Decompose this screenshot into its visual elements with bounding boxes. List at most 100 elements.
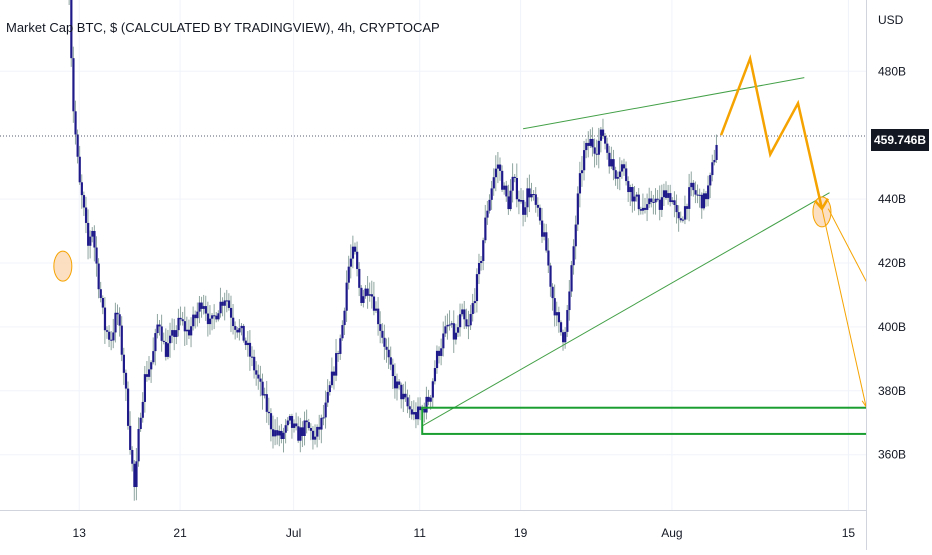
candle-body [242, 325, 245, 341]
candle-body [608, 152, 611, 167]
candle-body [526, 188, 529, 208]
candle-body [301, 427, 304, 436]
candle-body [551, 286, 554, 299]
candle-body [562, 332, 565, 343]
candle-body [219, 301, 222, 314]
projection-path [719, 54, 824, 209]
candle-body [475, 274, 479, 302]
candle-body [166, 343, 170, 357]
highlight-circle [53, 250, 73, 282]
candle-body [442, 333, 445, 349]
candle-body [202, 306, 205, 309]
candle-body [103, 307, 107, 331]
candle-body [532, 194, 535, 196]
candle-body [265, 394, 268, 412]
candle-body [204, 306, 207, 314]
candle-body [637, 194, 640, 210]
candle-body [591, 138, 594, 148]
candle-body [654, 198, 657, 203]
candle-body [91, 230, 94, 237]
candle-body [339, 338, 342, 354]
candle-body [284, 425, 287, 433]
candle-body [578, 173, 582, 194]
candle-body [671, 200, 674, 203]
candle-body [553, 298, 556, 316]
candle-body [381, 330, 384, 338]
candle-body [213, 315, 216, 317]
candle-body [190, 326, 193, 336]
x-tick-label: 13 [73, 526, 87, 540]
candle-body [522, 200, 525, 215]
candle-body [494, 168, 497, 178]
candle-body [139, 417, 142, 430]
candle-body [545, 232, 548, 251]
candle-body [320, 417, 323, 430]
candle-body [498, 164, 502, 171]
candle-body [324, 402, 327, 418]
candle-body [366, 288, 369, 296]
candle-body [698, 194, 701, 196]
candle-body [145, 374, 149, 377]
candle-body [496, 164, 500, 169]
candle-body [696, 194, 699, 196]
candle-body [99, 289, 102, 298]
candle-body [576, 193, 579, 225]
candle-body [692, 182, 695, 191]
candle-body [440, 348, 443, 356]
candle-body [679, 218, 682, 221]
candle-body [341, 325, 344, 339]
candle-body [465, 319, 468, 327]
candle-body [255, 370, 258, 375]
candle-body [633, 196, 636, 202]
candle-body [351, 246, 355, 259]
candle-body [665, 190, 668, 198]
candle-body [480, 260, 483, 264]
candle-body [715, 144, 718, 160]
candle-body [557, 312, 561, 323]
candle-body [589, 138, 592, 146]
candle-body [555, 312, 558, 316]
candle-body [688, 187, 691, 209]
candle-body [192, 314, 195, 327]
candle-body [164, 341, 168, 357]
candle-body [509, 190, 512, 210]
candle-body [484, 217, 487, 241]
candle-body [709, 175, 712, 186]
candle-body [78, 156, 81, 183]
candle-body [446, 324, 449, 327]
candle-body [154, 333, 157, 352]
candle-body [221, 301, 224, 306]
candle-body [248, 342, 252, 357]
candle-body [383, 337, 386, 347]
y-tick-label: 400B [878, 320, 906, 334]
candle-body [541, 220, 544, 237]
candle-body [217, 313, 220, 320]
x-tick-label: 11 [413, 526, 426, 540]
candle-body [414, 412, 418, 420]
candle-body [673, 200, 676, 205]
candle-body [387, 349, 390, 358]
x-tick-label: Aug [661, 526, 682, 540]
candle-body [492, 177, 495, 189]
candle-body [108, 331, 111, 340]
candle-body [169, 335, 172, 344]
candle-body [112, 332, 115, 341]
candle-body [568, 291, 571, 311]
candle-body [259, 378, 262, 382]
candle-body [391, 364, 394, 377]
candle-body [179, 317, 182, 320]
candle-body [702, 193, 706, 209]
candle-body [181, 319, 184, 322]
candle-body [417, 406, 420, 420]
candle-body [240, 325, 243, 329]
candle-body [435, 350, 439, 369]
candle-body [524, 207, 527, 215]
candle-body [318, 426, 321, 430]
candle-body [267, 411, 271, 414]
candle-body [402, 393, 405, 400]
candle-body [488, 199, 491, 211]
candle-body [72, 58, 75, 112]
projection-arrow [827, 208, 866, 283]
candle-body [412, 412, 416, 415]
